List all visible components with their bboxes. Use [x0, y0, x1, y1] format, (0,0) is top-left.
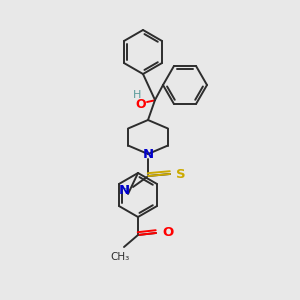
- Text: O: O: [162, 226, 173, 239]
- Text: O: O: [136, 98, 146, 110]
- Text: H: H: [133, 90, 141, 100]
- Text: H: H: [120, 185, 128, 195]
- Text: N: N: [119, 184, 130, 196]
- Text: S: S: [176, 167, 186, 181]
- Text: N: N: [142, 148, 154, 160]
- Text: CH₃: CH₃: [110, 252, 130, 262]
